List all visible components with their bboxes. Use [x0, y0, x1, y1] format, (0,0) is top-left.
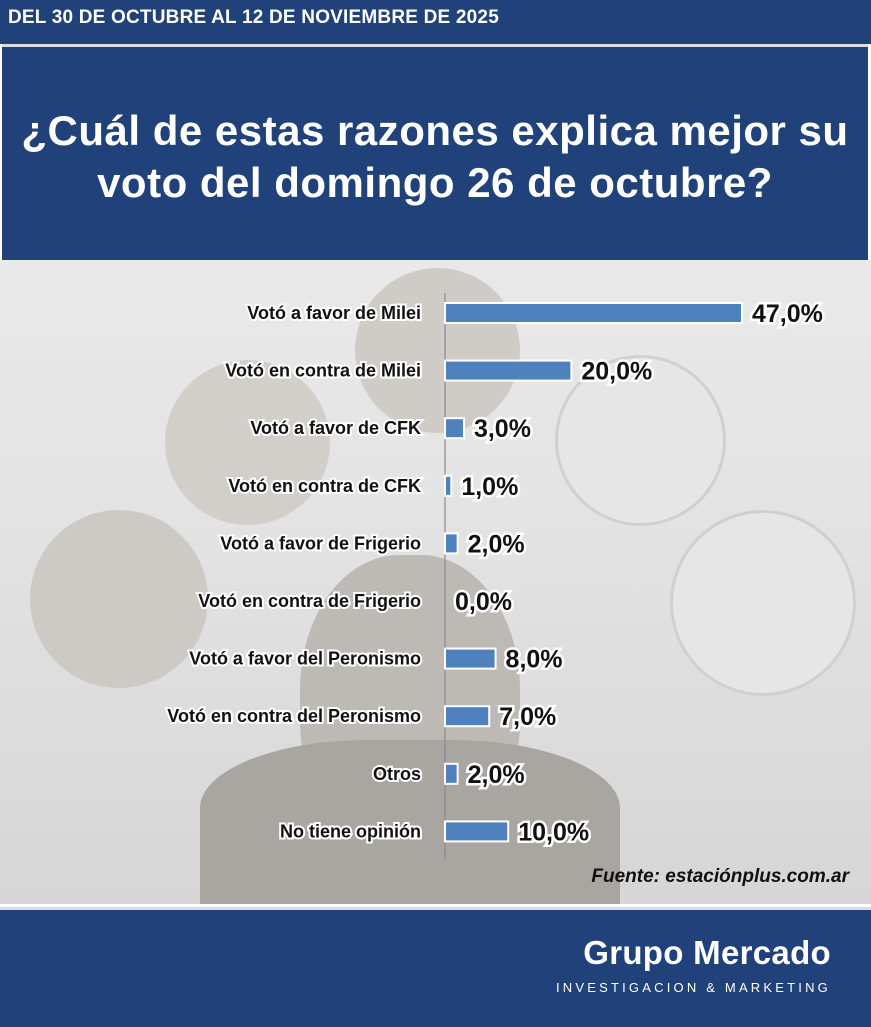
background-photo — [0, 260, 871, 904]
category-label: Votó en contra de CFK — [228, 476, 421, 496]
bar — [444, 762, 459, 785]
bar — [444, 359, 573, 382]
title-panel: ¿Cuál de estas razones explica mejor su … — [2, 44, 868, 261]
background-photo-figure — [165, 360, 330, 525]
value-label: 2,0% — [468, 530, 525, 558]
value-label: 2,0% — [468, 761, 525, 789]
date-range: DEL 30 DE OCTUBRE AL 12 DE NOVIEMBRE DE … — [8, 7, 499, 28]
bar — [444, 820, 510, 843]
source-note: Fuente: estaciónplus.com.ar — [591, 866, 849, 887]
date-banner: DEL 30 DE OCTUBRE AL 12 DE NOVIEMBRE DE … — [0, 0, 871, 44]
value-label: 1,0% — [461, 473, 518, 501]
bar — [444, 417, 465, 440]
brand-logo: Grupo Mercado — [583, 934, 831, 971]
value-label: 7,0% — [499, 703, 556, 731]
category-label: Votó a favor de Milei — [247, 303, 421, 323]
value-label: 0,0% — [455, 588, 512, 616]
category-label: Votó en contra de Frigerio — [198, 591, 421, 611]
value-label: 20,0% — [581, 358, 652, 386]
background-photo-figure — [355, 268, 520, 433]
background-photo-emblem — [555, 355, 726, 526]
bar — [444, 532, 459, 555]
footer-band: Grupo Mercado INVESTIGACION & MARKETING — [0, 907, 871, 1027]
bar — [444, 302, 743, 324]
bar-chart: Votó a favor de Milei 47,0% Votó en contra… — [165, 293, 825, 860]
value-label: 3,0% — [474, 415, 531, 443]
category-label: Votó a favor del Peronismo — [189, 649, 421, 669]
category-label: Votó en contra de Milei — [225, 361, 421, 381]
category-label: No tiene opinión — [280, 821, 421, 841]
value-label: 47,0% — [752, 300, 823, 328]
category-label: Otros — [373, 764, 421, 784]
value-label: 10,0% — [518, 818, 589, 846]
category-label: Votó a favor de Frigerio — [220, 533, 421, 553]
background-photo-emblem — [670, 510, 856, 696]
category-label: Votó a favor de CFK — [250, 418, 421, 438]
bar — [444, 474, 453, 497]
background-photo-figure — [30, 510, 208, 688]
category-label: Votó en contra del Peronismo — [167, 706, 421, 726]
chart-title: ¿Cuál de estas razones explica mejor su … — [21, 107, 849, 206]
brand-tagline: INVESTIGACION & MARKETING — [555, 980, 831, 995]
bar — [444, 705, 491, 728]
background-photo-figure — [200, 740, 620, 904]
value-label: 8,0% — [506, 646, 563, 674]
bar — [444, 647, 497, 670]
